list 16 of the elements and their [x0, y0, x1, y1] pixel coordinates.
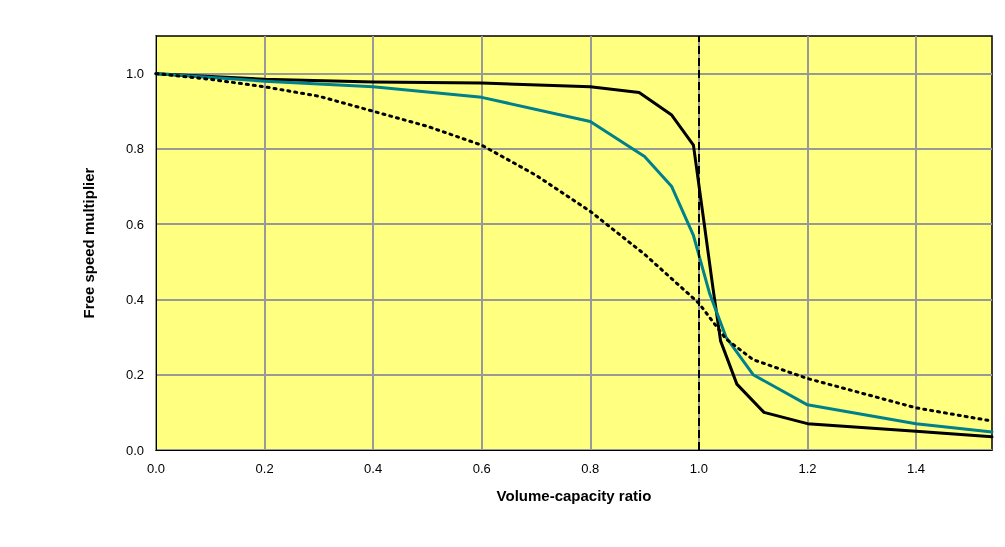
y-tick-label: 0.0	[125, 442, 144, 458]
x-tick-label: 0.8	[581, 461, 600, 476]
x-tick-label: 0.2	[255, 461, 274, 476]
x-axis-title: Volume-capacity ratio	[496, 487, 652, 504]
x-tick-label: 0.6	[472, 461, 491, 476]
x-tick-label: 0.0	[146, 461, 166, 476]
x-tick-label: 1.0	[689, 461, 708, 476]
y-tick-label: 0.8	[125, 141, 144, 157]
y-tick-label: 0.6	[125, 216, 144, 232]
x-tick-label: 1.4	[906, 461, 926, 476]
x-tick-label: 1.2	[798, 461, 817, 476]
x-tick-label: 0.4	[364, 461, 383, 476]
y-tick-label: 0.2	[125, 367, 144, 383]
y-axis-title: Free speed multiplier	[80, 167, 97, 319]
y-tick-label: 1.0	[125, 66, 144, 82]
y-tick-label: 0.4	[125, 291, 144, 307]
